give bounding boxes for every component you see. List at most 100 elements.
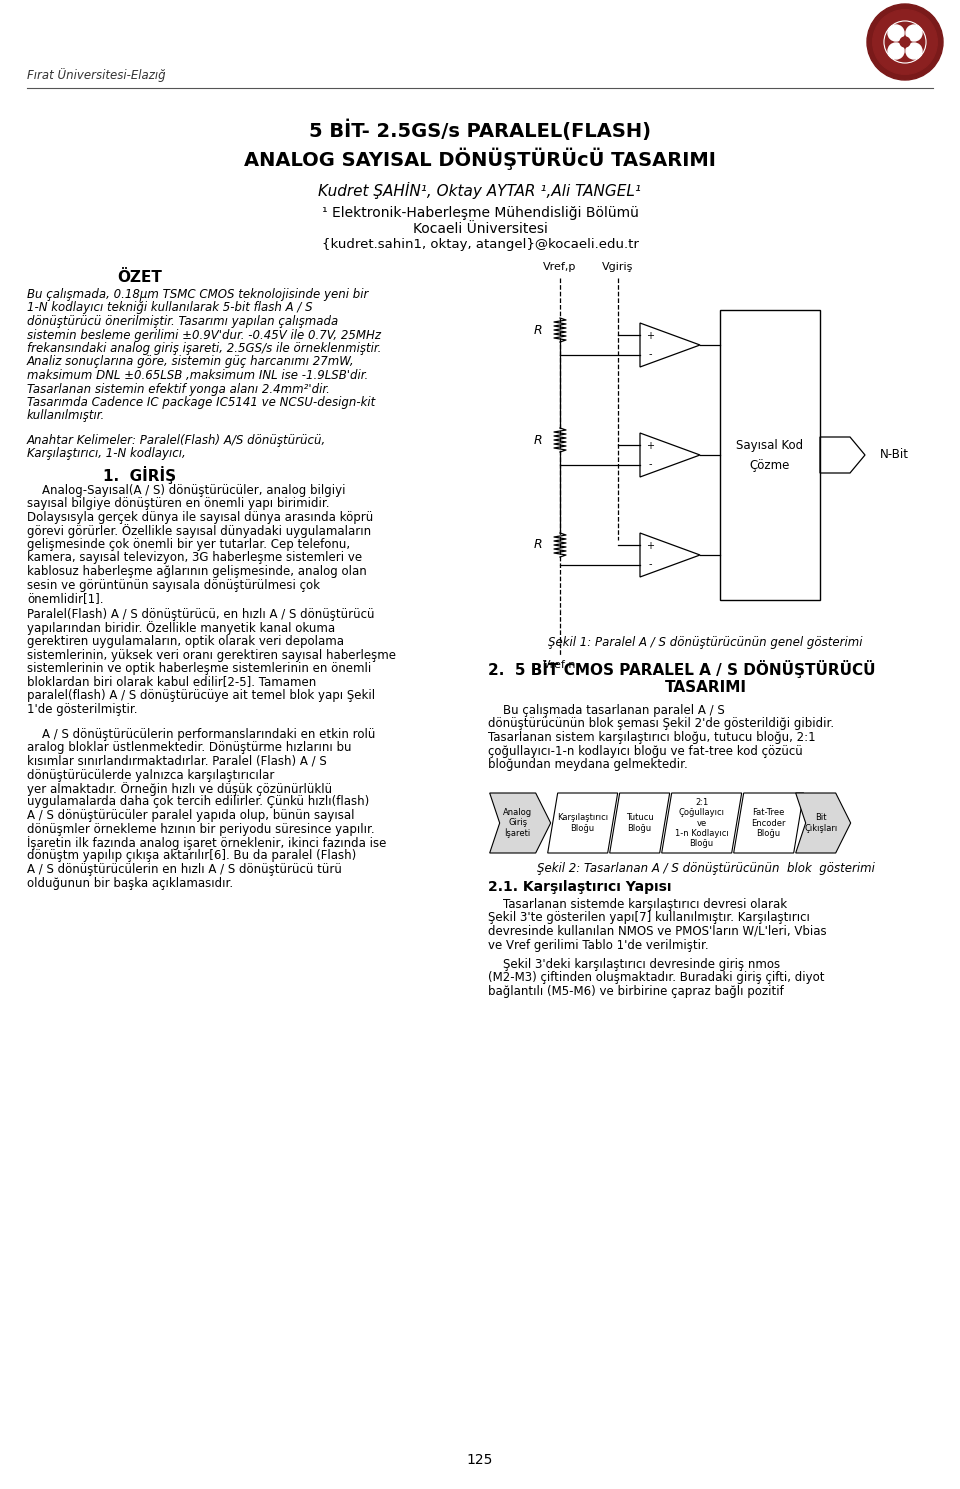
Text: yapılarından biridir. Özellikle manyetik kanal okuma: yapılarından biridir. Özellikle manyetik… <box>27 621 335 636</box>
Text: maksimum DNL ±0.65LSB ,maksimum INL ise -1.9LSB'dir.: maksimum DNL ±0.65LSB ,maksimum INL ise … <box>27 369 368 383</box>
Text: sayısal bilgiye dönüştüren en önemli yapı birimidir.: sayısal bilgiye dönüştüren en önemli yap… <box>27 497 329 511</box>
Polygon shape <box>547 794 617 853</box>
Text: Tasarımda Cadence IC package IC5141 ve NCSU-design-kit: Tasarımda Cadence IC package IC5141 ve N… <box>27 396 375 409</box>
Text: Analog
Giriş
İşareti: Analog Giriş İşareti <box>503 807 532 838</box>
Polygon shape <box>733 794 804 853</box>
Text: {kudret.sahin1, oktay, atangel}@kocaeli.edu.tr: {kudret.sahin1, oktay, atangel}@kocaeli.… <box>322 238 638 252</box>
Text: olduğunun bir başka açıklamasıdır.: olduğunun bir başka açıklamasıdır. <box>27 877 233 889</box>
Text: Vref,p: Vref,p <box>543 262 577 272</box>
Polygon shape <box>490 794 551 853</box>
Text: Şekil 3'deki karşılaştırıcı devresinde giriş nmos: Şekil 3'deki karşılaştırıcı devresinde g… <box>488 957 780 971</box>
Text: Sayısal Kod: Sayısal Kod <box>736 438 804 451</box>
Text: dönüştürücünün blok şeması Şekil 2'de gösterildiği gibidir.: dönüştürücünün blok şeması Şekil 2'de gö… <box>488 718 834 731</box>
Text: R: R <box>534 539 542 551</box>
Text: +: + <box>646 541 654 551</box>
Text: frekansındaki analog giriş işareti, 2.5GS/s ile örneklenmiştir.: frekansındaki analog giriş işareti, 2.5G… <box>27 342 381 354</box>
Polygon shape <box>796 794 851 853</box>
Text: Bu çalışmada, 0.18μm TSMC CMOS teknolojisinde yeni bir: Bu çalışmada, 0.18μm TSMC CMOS teknoloji… <box>27 287 369 301</box>
Text: (M2-M3) çiftinden oluşmaktadır. Buradaki giriş çifti, diyot: (M2-M3) çiftinden oluşmaktadır. Buradaki… <box>488 971 825 984</box>
Text: dönüştürücü önerilmiştir. Tasarımı yapılan çalışmada: dönüştürücü önerilmiştir. Tasarımı yapıl… <box>27 316 338 328</box>
Text: sistemlerinin ve optik haberleşme sistemlerinin en önemli: sistemlerinin ve optik haberleşme sistem… <box>27 663 372 675</box>
Text: A / S dönüştürücülerin performanslarındaki en etkin rolü: A / S dönüştürücülerin performanslarında… <box>27 728 375 742</box>
Text: aralog bloklar üstlenmektedir. Dönüştürme hızlarını bu: aralog bloklar üstlenmektedir. Dönüştürm… <box>27 742 351 755</box>
Text: A / S dönüştürücüler paralel yapıda olup, bünün sayısal: A / S dönüştürücüler paralel yapıda olup… <box>27 809 354 822</box>
Text: Bit
Çıkışları: Bit Çıkışları <box>804 813 837 832</box>
Text: çoğullayıcı-1-n kodlayıcı bloğu ve fat-tree kod çözücü: çoğullayıcı-1-n kodlayıcı bloğu ve fat-t… <box>488 744 803 758</box>
Text: sesin ve görüntünün sayısala dönüştürülmesi çok: sesin ve görüntünün sayısala dönüştürülm… <box>27 579 320 591</box>
Text: kamera, sayısal televizyon, 3G haberleşme sistemleri ve: kamera, sayısal televizyon, 3G haberleşm… <box>27 551 362 564</box>
Text: Vgiriş: Vgiriş <box>602 262 634 272</box>
Text: İşaretin ilk fazında analog işaret örneklenir, ikinci fazında ise: İşaretin ilk fazında analog işaret örnek… <box>27 835 386 850</box>
Text: paralel(flash) A / S dönüştürücüye ait temel blok yapı Şekil: paralel(flash) A / S dönüştürücüye ait t… <box>27 689 375 701</box>
Text: ve Vref gerilimi Tablo 1'de verilmiştir.: ve Vref gerilimi Tablo 1'de verilmiştir. <box>488 938 708 951</box>
Circle shape <box>873 10 937 74</box>
Text: Analog-Sayısal(A / S) dönüştürücüler, analog bilgiyi: Analog-Sayısal(A / S) dönüştürücüler, an… <box>27 484 346 497</box>
Text: Kocaeli Üniversitesi: Kocaeli Üniversitesi <box>413 222 547 235</box>
Text: Tasarlanan sistemde karşılaştırıcı devresi olarak: Tasarlanan sistemde karşılaştırıcı devre… <box>488 898 787 911</box>
Circle shape <box>885 22 924 61</box>
Text: bloğundan meydana gelmektedir.: bloğundan meydana gelmektedir. <box>488 758 687 771</box>
Text: görevi görürler. Özellikle sayısal dünyadaki uygulamaların: görevi görürler. Özellikle sayısal dünya… <box>27 524 371 539</box>
Text: Tasarlanan sistem karşılaştırıcı bloğu, tutucu bloğu, 2:1: Tasarlanan sistem karşılaştırıcı bloğu, … <box>488 731 815 744</box>
Text: N-Bit: N-Bit <box>880 448 909 462</box>
Text: Vref,n: Vref,n <box>543 660 577 670</box>
Circle shape <box>867 4 943 80</box>
Text: ÖZET: ÖZET <box>117 270 161 284</box>
Text: -: - <box>648 558 652 569</box>
Text: Dolaysısyla gerçek dünya ile sayısal dünya arasında köprü: Dolaysısyla gerçek dünya ile sayısal dün… <box>27 511 373 524</box>
Text: Şekil 3'te gösterilen yapı[7] kullanılmıştır. Karşılaştırıcı: Şekil 3'te gösterilen yapı[7] kullanılmı… <box>488 911 809 925</box>
Text: A / S dönüştürücülerin en hızlı A / S dönüştürücü türü: A / S dönüştürücülerin en hızlı A / S dö… <box>27 864 342 876</box>
Bar <box>720 310 820 600</box>
Text: Çözme: Çözme <box>750 459 790 472</box>
Text: dönüşmler örnekleme hzının bir periyodu süresince yapılır.: dönüşmler örnekleme hzının bir periyodu … <box>27 822 374 835</box>
Text: sistemin besleme gerilimi ±0.9V'dur. -0.45V ile 0.7V, 25MHz: sistemin besleme gerilimi ±0.9V'dur. -0.… <box>27 329 381 341</box>
Text: devresinde kullanılan NMOS ve PMOS'ların W/L'leri, Vbias: devresinde kullanılan NMOS ve PMOS'ların… <box>488 925 827 938</box>
Text: 1-N kodlayıcı tekniği kullanılarak 5-bit flash A / S: 1-N kodlayıcı tekniği kullanılarak 5-bit… <box>27 301 313 314</box>
Text: 125: 125 <box>467 1453 493 1467</box>
Text: 2:1
Çoğullayıcı
ve
1-n Kodlayıcı
Bloğu: 2:1 Çoğullayıcı ve 1-n Kodlayıcı Bloğu <box>675 798 729 849</box>
Text: +: + <box>646 441 654 451</box>
Text: ANALOG SAYISAL DÖNÜŞTÜRÜcÜ TASARIMI: ANALOG SAYISAL DÖNÜŞTÜRÜcÜ TASARIMI <box>244 147 716 170</box>
Text: Fat-Tree
Encoder
Bloğu: Fat-Tree Encoder Bloğu <box>752 809 786 838</box>
Text: +: + <box>646 331 654 341</box>
Text: dönüştm yapılıp çıkışa aktarılır[6]. Bu da paralel (Flash): dönüştm yapılıp çıkışa aktarılır[6]. Bu … <box>27 850 356 862</box>
Text: -: - <box>648 459 652 469</box>
Text: gelişmesinde çok önemli bir yer tutarlar. Cep telefonu,: gelişmesinde çok önemli bir yer tutarlar… <box>27 538 350 551</box>
Text: kablosuz haberleşme ağlarının gelişmesinde, analog olan: kablosuz haberleşme ağlarının gelişmesin… <box>27 564 367 578</box>
Text: Anahtar Kelimeler: Paralel(Flash) A/S dönüştürücü,: Anahtar Kelimeler: Paralel(Flash) A/S dö… <box>27 433 326 447</box>
Polygon shape <box>661 794 742 853</box>
Text: Bu çalışmada tasarlanan paralel A / S: Bu çalışmada tasarlanan paralel A / S <box>488 704 725 718</box>
Text: Tasarlanan sistemin efektif yonga alanı 2.4mm²'dir.: Tasarlanan sistemin efektif yonga alanı … <box>27 383 329 396</box>
Text: R: R <box>534 323 542 337</box>
Text: 1.  GİRİŞ: 1. GİRİŞ <box>103 466 176 484</box>
Text: Şekil 1: Paralel A / S dönüştürücünün genel gösterimi: Şekil 1: Paralel A / S dönüştürücünün ge… <box>548 636 863 649</box>
Text: Şekil 2: Tasarlanan A / S dönüştürücünün  blok  gösterimi: Şekil 2: Tasarlanan A / S dönüştürücünün… <box>537 862 875 876</box>
Text: 5 BİT- 2.5GS/s PARALEL(FLASH): 5 BİT- 2.5GS/s PARALEL(FLASH) <box>309 121 651 141</box>
Text: Karşılaştırıcı
Bloğu: Karşılaştırıcı Bloğu <box>557 813 609 832</box>
Text: bağlantılı (M5-M6) ve birbirine çapraz bağlı pozitif: bağlantılı (M5-M6) ve birbirine çapraz b… <box>488 986 783 998</box>
Circle shape <box>884 21 925 63</box>
Text: Fırat Üniversitesi-Elazığ: Fırat Üniversitesi-Elazığ <box>27 68 165 82</box>
Text: R: R <box>534 433 542 447</box>
Circle shape <box>906 25 922 42</box>
Text: 1'de gösterilmiştir.: 1'de gösterilmiştir. <box>27 703 137 716</box>
Text: Kudret ŞAHİN¹, Oktay AYTAR ¹,Ali TANGEL¹: Kudret ŞAHİN¹, Oktay AYTAR ¹,Ali TANGEL¹ <box>319 182 641 200</box>
Text: 2.  5 BİT CMOS PARALEL A / S DÖNÜŞTÜRÜCÜ: 2. 5 BİT CMOS PARALEL A / S DÖNÜŞTÜRÜCÜ <box>488 660 876 677</box>
Text: Tutucu
Bloğu: Tutucu Bloğu <box>626 813 654 832</box>
Circle shape <box>906 43 922 60</box>
Text: önemlidir[1].: önemlidir[1]. <box>27 593 104 605</box>
Text: bloklardan biri olarak kabul edilir[2-5]. Tamamen: bloklardan biri olarak kabul edilir[2-5]… <box>27 676 316 688</box>
Text: uygulamalarda daha çok tercih edilirler. Çünkü hızlı(flash): uygulamalarda daha çok tercih edilirler.… <box>27 795 370 809</box>
Text: Karşılaştırıcı, 1-N kodlayıcı,: Karşılaştırıcı, 1-N kodlayıcı, <box>27 448 185 460</box>
Text: Paralel(Flash) A / S dönüştürücü, en hızlı A / S dönüştürücü: Paralel(Flash) A / S dönüştürücü, en hız… <box>27 608 374 621</box>
Circle shape <box>888 43 904 60</box>
Circle shape <box>888 25 904 42</box>
Text: yer almaktadır. Örneğin hızlı ve düşük çözünürlüklü: yer almaktadır. Örneğin hızlı ve düşük ç… <box>27 782 332 797</box>
Text: -: - <box>648 348 652 359</box>
Text: gerektiren uygulamaların, optik olarak veri depolama: gerektiren uygulamaların, optik olarak v… <box>27 634 344 648</box>
Text: sistemlerinin, yüksek veri oranı gerektiren sayısal haberleşme: sistemlerinin, yüksek veri oranı gerekti… <box>27 649 396 661</box>
Text: TASARIMI: TASARIMI <box>664 680 747 695</box>
Text: kısımlar sınırlandırmaktadırlar. Paralel (Flash) A / S: kısımlar sınırlandırmaktadırlar. Paralel… <box>27 755 326 768</box>
Text: kullanılmıştır.: kullanılmıştır. <box>27 409 106 423</box>
Circle shape <box>900 37 910 48</box>
